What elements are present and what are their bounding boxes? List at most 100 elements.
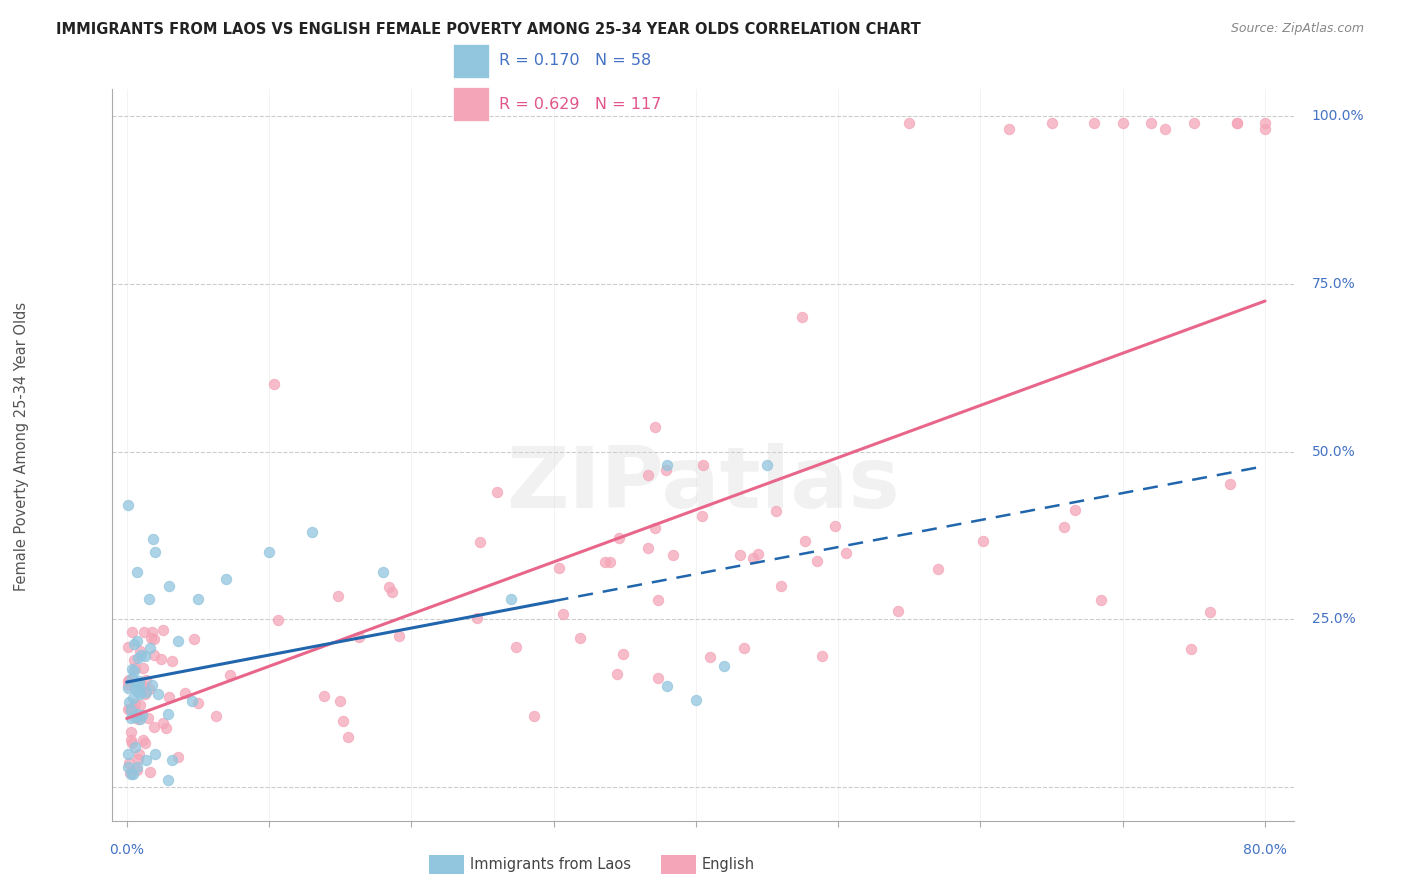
Point	[129, 687, 152, 701]
Point	[793, 533, 815, 548]
Point	[998, 122, 1021, 136]
Point	[1040, 116, 1063, 130]
Point	[129, 712, 152, 726]
Point	[138, 592, 160, 607]
Text: Female Poverty Among 25-34 Year Olds: Female Poverty Among 25-34 Year Olds	[14, 301, 28, 591]
Point	[135, 685, 157, 699]
Text: ZIPatlas: ZIPatlas	[506, 442, 900, 525]
Point	[593, 555, 616, 569]
Point	[523, 708, 546, 723]
Point	[326, 589, 349, 603]
Point	[117, 747, 139, 761]
Point	[371, 566, 394, 580]
Point	[187, 696, 209, 710]
Point	[887, 604, 910, 618]
Text: 50.0%: 50.0%	[1312, 444, 1355, 458]
Point	[347, 630, 370, 644]
Point	[155, 721, 177, 735]
Point	[790, 310, 813, 325]
Point	[747, 547, 769, 561]
Text: Source: ZipAtlas.com: Source: ZipAtlas.com	[1230, 22, 1364, 36]
Point	[927, 562, 949, 576]
Point	[713, 659, 735, 673]
Point	[655, 463, 678, 477]
Point	[337, 730, 360, 744]
Point	[160, 654, 183, 668]
Point	[553, 607, 575, 621]
Point	[117, 760, 139, 774]
Point	[183, 632, 205, 647]
Point	[657, 680, 679, 694]
Point	[141, 625, 163, 640]
Point	[141, 678, 163, 692]
Point	[312, 689, 335, 703]
Point	[142, 532, 165, 546]
Point	[124, 661, 146, 675]
Point	[685, 693, 707, 707]
Point	[117, 673, 139, 688]
Point	[152, 715, 174, 730]
Point	[118, 702, 141, 716]
Point	[135, 673, 157, 687]
Point	[215, 572, 238, 586]
Point	[699, 649, 721, 664]
Point	[180, 694, 202, 708]
Point	[1219, 476, 1241, 491]
Point	[204, 709, 226, 723]
Point	[156, 773, 179, 788]
Point	[637, 541, 659, 555]
Point	[644, 419, 666, 434]
Point	[142, 648, 165, 662]
Text: IMMIGRANTS FROM LAOS VS ENGLISH FEMALE POVERTY AMONG 25-34 YEAR OLDS CORRELATION: IMMIGRANTS FROM LAOS VS ENGLISH FEMALE P…	[56, 22, 921, 37]
Point	[129, 648, 152, 663]
Point	[121, 624, 143, 639]
Point	[132, 679, 155, 693]
Point	[120, 703, 142, 717]
Point	[141, 631, 163, 645]
Point	[647, 671, 669, 685]
Point	[806, 554, 828, 568]
Point	[124, 697, 146, 711]
Point	[118, 673, 141, 687]
Point	[124, 739, 146, 754]
Point	[128, 681, 150, 696]
Point	[118, 695, 141, 709]
Point	[1090, 592, 1112, 607]
Point	[121, 766, 143, 780]
Point	[121, 662, 143, 676]
Text: Immigrants from Laos: Immigrants from Laos	[470, 857, 631, 871]
Point	[1180, 641, 1202, 656]
Point	[1226, 116, 1249, 130]
Point	[139, 640, 162, 655]
Point	[143, 720, 166, 734]
Point	[257, 545, 280, 559]
Point	[219, 668, 242, 682]
Point	[381, 585, 404, 599]
Point	[1254, 116, 1277, 130]
Point	[143, 632, 166, 646]
Point	[124, 682, 146, 697]
Point	[125, 763, 148, 777]
Point	[263, 377, 285, 392]
Point	[1154, 122, 1177, 136]
Point	[117, 701, 139, 715]
Text: 0.0%: 0.0%	[110, 843, 145, 857]
Point	[117, 678, 139, 692]
Point	[505, 640, 527, 654]
Point	[607, 531, 630, 545]
Point	[599, 555, 621, 569]
Point	[657, 458, 679, 472]
Point	[152, 623, 174, 637]
Point	[770, 579, 793, 593]
Point	[465, 611, 488, 625]
Point	[143, 747, 166, 761]
Point	[134, 648, 156, 663]
Point	[127, 713, 149, 727]
Point	[1112, 116, 1135, 130]
Point	[547, 561, 569, 575]
Point	[122, 665, 145, 679]
Point	[124, 710, 146, 724]
Point	[150, 652, 173, 666]
Point	[606, 667, 628, 681]
Point	[332, 714, 354, 729]
